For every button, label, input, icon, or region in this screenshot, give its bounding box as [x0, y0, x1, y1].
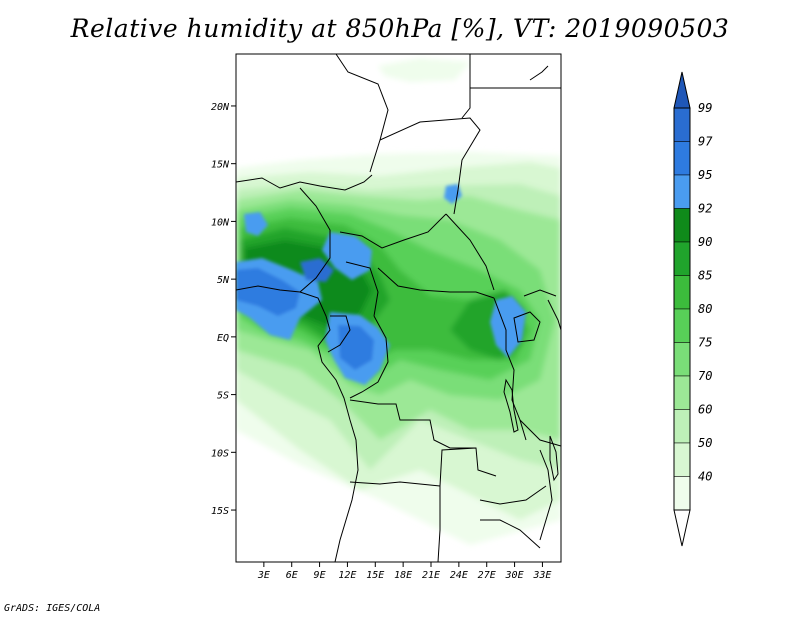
- lon-tick-label: 30E: [505, 570, 524, 581]
- border-namibia-botswana: [437, 486, 441, 562]
- humidity-field: [236, 58, 561, 545]
- lon-tick-label: 3E: [257, 570, 270, 581]
- lat-tick-label: 10S: [211, 448, 229, 459]
- lon-tick-label: 9E: [314, 570, 326, 581]
- lat-tick-label: 15N: [211, 160, 230, 171]
- border-car-drc: [377, 267, 495, 299]
- colorbar-label: 70: [698, 369, 712, 383]
- border-libya-chad: [335, 54, 389, 173]
- lon-tick-label: 33E: [532, 570, 551, 581]
- border-angola-zambia: [439, 447, 497, 487]
- border-uganda-kenya: [523, 289, 557, 297]
- colorbar-swatch: [673, 208, 691, 243]
- lon-tick-label: 15E: [366, 570, 384, 581]
- border-mozambique: [539, 449, 553, 541]
- lon-tick-label: 24E: [450, 570, 468, 581]
- map-frame: [235, 53, 562, 563]
- colorbar-swatch: [673, 275, 691, 310]
- border-libya-egypt-sudan: [461, 54, 471, 119]
- colorbar-label: 75: [698, 336, 712, 350]
- border-gabon-congo: [327, 315, 351, 353]
- colorbar-label: 60: [698, 403, 712, 417]
- lon-tick-label: 12E: [338, 570, 356, 581]
- lake-malawi: [549, 435, 559, 482]
- colorbar-label: 90: [698, 235, 712, 249]
- lon-tick-label: 27E: [478, 570, 496, 581]
- colorbar-swatch: [673, 107, 691, 142]
- colorbar-outline: [673, 107, 691, 511]
- border-tanzania: [519, 419, 561, 447]
- colorbar-label: 50: [698, 436, 712, 450]
- lat-tick-label: 15S: [211, 506, 229, 517]
- lake-tanganyika: [503, 378, 519, 433]
- lat-tick-label: EQ: [217, 333, 229, 344]
- border-congo-drc: [349, 315, 389, 399]
- colorbar-swatch: [673, 241, 691, 276]
- lat-tick-label: 20N: [211, 102, 230, 113]
- border-chad-sudan: [379, 117, 481, 215]
- colorbar-label: 80: [698, 302, 712, 316]
- colorbar-label: 97: [698, 135, 713, 149]
- colorbar-swatch: [673, 174, 691, 209]
- lon-tick-label: 18E: [394, 570, 412, 581]
- border-angola-namibia: [349, 481, 441, 487]
- colorbar-label: 92: [698, 202, 712, 216]
- longitude-axis: 3E 6E 9E 12E 15E 18E 21E 24E 27E 30E 33E: [257, 562, 551, 581]
- colorbar-swatch: [673, 442, 691, 477]
- colorbar: 99 97 95 92 90 85 80 75 70 60 50 40: [673, 71, 713, 547]
- colorbar-label: 95: [698, 168, 712, 182]
- colorbar-swatch: [673, 308, 691, 343]
- border-chad-car: [339, 213, 447, 249]
- colorbar-swatch: [673, 141, 691, 176]
- colorbar-top-arrow: [673, 71, 691, 109]
- lake-victoria: [513, 311, 541, 343]
- latitude-axis: 20N 15N 10N 5N EQ 5S 10S 15S: [211, 102, 236, 517]
- map-title: Relative humidity at 850hPa [%], VT: 201…: [70, 14, 730, 43]
- lat-tick-label: 10N: [211, 217, 230, 228]
- lat-tick-label: 5S: [217, 391, 229, 402]
- border-cameroon-car: [345, 261, 379, 317]
- country-borders: [236, 54, 561, 562]
- colorbar-label: 85: [698, 269, 712, 283]
- credit-label: GrADS: IGES/COLA: [4, 603, 101, 614]
- lon-tick-label: 21E: [422, 570, 440, 581]
- lon-tick-label: 6E: [286, 570, 298, 581]
- colorbar-swatch: [673, 342, 691, 377]
- lat-tick-label: 5N: [217, 275, 230, 286]
- colorbar-bottom-arrow: [673, 509, 691, 547]
- red-sea-coast: [529, 65, 549, 81]
- colorbar-label: 40: [698, 470, 712, 484]
- rh-core-95-ne: [444, 184, 462, 204]
- rh-band-40-north-patch: [378, 58, 470, 82]
- coastline-east-africa: [547, 299, 561, 331]
- border-niger-nigeria-chad: [236, 174, 373, 191]
- border-cameroon-nigeria: [299, 187, 331, 293]
- border-car-sudan: [445, 213, 495, 291]
- border-zambia-zimbabwe: [479, 485, 547, 505]
- coastline-west-africa: [236, 285, 359, 562]
- border-drc-angola: [349, 399, 476, 449]
- colorbar-label: 99: [698, 101, 712, 115]
- rh-core-97-west: [236, 268, 300, 316]
- colorbar-swatch: [673, 409, 691, 444]
- rh-core-95-nw: [244, 212, 268, 236]
- colorbar-swatch: [673, 476, 691, 511]
- colorbar-swatch: [673, 375, 691, 410]
- rh-core-95-north: [322, 232, 372, 280]
- rh-core-97-central: [338, 325, 374, 370]
- border-botswana-zimbabwe: [480, 519, 541, 549]
